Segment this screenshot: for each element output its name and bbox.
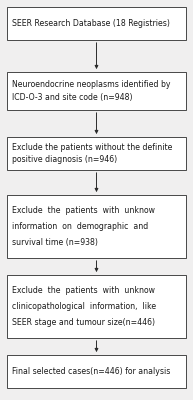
Bar xyxy=(7,275,186,338)
Text: survival time (n=938): survival time (n=938) xyxy=(12,238,98,247)
Bar xyxy=(7,195,186,258)
Bar xyxy=(7,355,186,388)
Bar xyxy=(7,72,186,110)
Bar xyxy=(7,137,186,170)
Bar xyxy=(7,7,186,40)
Text: Final selected cases(n=446) for analysis: Final selected cases(n=446) for analysis xyxy=(12,367,170,376)
Text: SEER Research Database (18 Registries): SEER Research Database (18 Registries) xyxy=(12,19,170,28)
Text: ICD-O-3 and site code (n=948): ICD-O-3 and site code (n=948) xyxy=(12,93,133,102)
Text: clinicopathological  information,  like: clinicopathological information, like xyxy=(12,302,156,311)
Text: Exclude  the  patients  with  unknow: Exclude the patients with unknow xyxy=(12,206,155,215)
Text: positive diagnosis (n=946): positive diagnosis (n=946) xyxy=(12,154,117,164)
Text: Exclude the patients without the definite: Exclude the patients without the definit… xyxy=(12,144,172,152)
Text: Exclude  the  patients  with  unknow: Exclude the patients with unknow xyxy=(12,286,155,295)
Text: SEER stage and tumour size(n=446): SEER stage and tumour size(n=446) xyxy=(12,318,155,327)
Text: information  on  demographic  and: information on demographic and xyxy=(12,222,148,231)
Text: Neuroendocrine neoplasms identified by: Neuroendocrine neoplasms identified by xyxy=(12,80,170,89)
